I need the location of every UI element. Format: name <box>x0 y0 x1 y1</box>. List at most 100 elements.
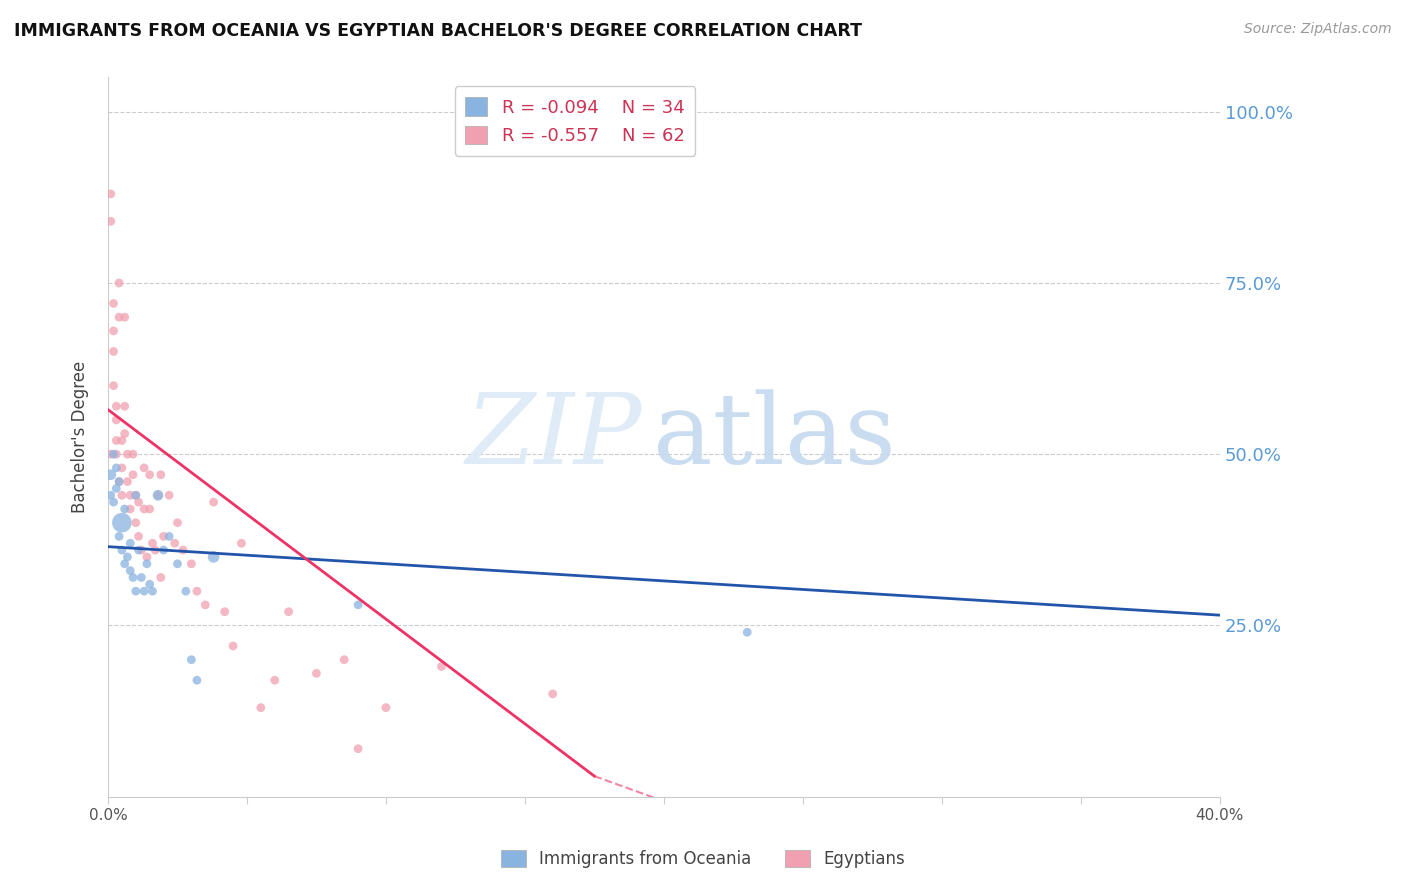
Point <box>347 598 370 612</box>
Point <box>138 502 160 516</box>
Point <box>138 467 160 482</box>
Point <box>105 461 128 475</box>
Point <box>120 502 142 516</box>
Point <box>114 502 136 516</box>
Point <box>114 557 136 571</box>
Point <box>194 598 217 612</box>
Point <box>117 549 139 564</box>
Point <box>103 324 125 338</box>
Point <box>105 399 128 413</box>
Point <box>152 543 174 558</box>
Text: atlas: atlas <box>652 389 896 485</box>
Point <box>100 214 122 228</box>
Point <box>146 488 169 502</box>
Point <box>174 584 197 599</box>
Point <box>114 399 136 413</box>
Point <box>108 475 131 489</box>
Point <box>143 543 166 558</box>
Point <box>117 475 139 489</box>
Point <box>135 557 157 571</box>
Point <box>263 673 285 688</box>
Point <box>333 653 356 667</box>
Point <box>157 529 180 543</box>
Point <box>231 536 253 550</box>
Point <box>141 536 163 550</box>
Point <box>166 516 188 530</box>
Text: IMMIGRANTS FROM OCEANIA VS EGYPTIAN BACHELOR'S DEGREE CORRELATION CHART: IMMIGRANTS FROM OCEANIA VS EGYPTIAN BACH… <box>14 22 862 40</box>
Point <box>163 536 186 550</box>
Point <box>103 344 125 359</box>
Point <box>120 488 142 502</box>
Point <box>108 529 131 543</box>
Point <box>120 564 142 578</box>
Point <box>125 488 148 502</box>
Point <box>114 426 136 441</box>
Point <box>108 276 131 290</box>
Point <box>277 605 299 619</box>
Point <box>149 467 172 482</box>
Point <box>111 461 134 475</box>
Point <box>114 310 136 325</box>
Point <box>157 488 180 502</box>
Point <box>111 543 134 558</box>
Point <box>202 549 225 564</box>
Point <box>135 549 157 564</box>
Point <box>125 516 148 530</box>
Point <box>100 186 122 201</box>
Legend: Immigrants from Oceania, Egyptians: Immigrants from Oceania, Egyptians <box>495 843 911 875</box>
Point <box>152 529 174 543</box>
Point <box>149 570 172 584</box>
Point <box>180 653 202 667</box>
Point <box>105 434 128 448</box>
Point <box>374 700 396 714</box>
Point <box>134 584 156 599</box>
Point <box>111 434 134 448</box>
Point <box>172 543 194 558</box>
Legend: R = -0.094    N = 34, R = -0.557    N = 62: R = -0.094 N = 34, R = -0.557 N = 62 <box>454 87 695 156</box>
Point <box>122 447 145 461</box>
Point <box>141 584 163 599</box>
Point <box>103 447 125 461</box>
Point <box>430 659 453 673</box>
Point <box>131 543 153 558</box>
Point <box>186 673 208 688</box>
Point <box>134 461 156 475</box>
Point <box>108 475 131 489</box>
Point <box>347 741 370 756</box>
Point <box>125 584 148 599</box>
Point <box>541 687 564 701</box>
Point <box>105 482 128 496</box>
Point <box>186 584 208 599</box>
Point <box>166 557 188 571</box>
Point <box>103 296 125 310</box>
Point <box>111 516 134 530</box>
Point <box>305 666 328 681</box>
Point <box>100 488 122 502</box>
Text: Source: ZipAtlas.com: Source: ZipAtlas.com <box>1244 22 1392 37</box>
Point <box>146 488 169 502</box>
Point <box>128 543 150 558</box>
Point <box>122 467 145 482</box>
Point <box>250 700 273 714</box>
Point <box>122 570 145 584</box>
Point <box>111 488 134 502</box>
Point <box>125 488 148 502</box>
Point <box>100 467 122 482</box>
Text: ZIP: ZIP <box>465 390 641 484</box>
Point <box>214 605 236 619</box>
Point <box>105 413 128 427</box>
Point <box>735 625 758 640</box>
Point <box>103 378 125 392</box>
Point <box>202 495 225 509</box>
Y-axis label: Bachelor's Degree: Bachelor's Degree <box>72 361 89 513</box>
Point <box>128 529 150 543</box>
Point <box>222 639 245 653</box>
Point <box>108 310 131 325</box>
Point <box>138 577 160 591</box>
Point <box>117 447 139 461</box>
Point <box>131 570 153 584</box>
Point <box>105 447 128 461</box>
Point <box>180 557 202 571</box>
Point <box>103 495 125 509</box>
Point <box>100 447 122 461</box>
